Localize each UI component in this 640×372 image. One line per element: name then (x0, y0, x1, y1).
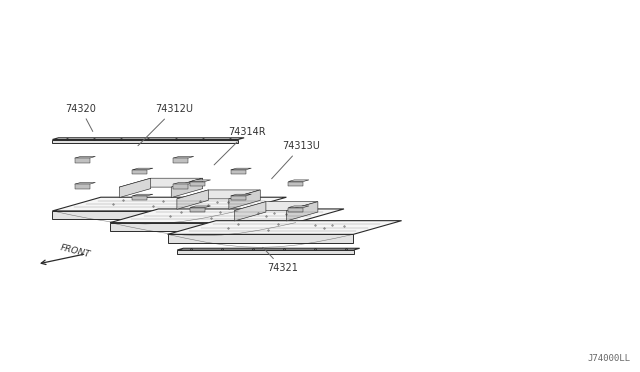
Polygon shape (234, 202, 318, 211)
Polygon shape (75, 157, 95, 158)
Text: FRONT: FRONT (60, 243, 92, 259)
Polygon shape (190, 206, 211, 208)
Polygon shape (190, 180, 211, 182)
Polygon shape (234, 202, 266, 221)
Polygon shape (173, 158, 188, 163)
Polygon shape (52, 211, 238, 219)
Polygon shape (75, 183, 95, 184)
Polygon shape (168, 221, 401, 234)
Polygon shape (288, 208, 303, 212)
Polygon shape (231, 196, 246, 200)
Polygon shape (288, 180, 309, 182)
Polygon shape (177, 190, 208, 209)
Text: 74320: 74320 (65, 103, 96, 131)
Polygon shape (119, 178, 203, 187)
Polygon shape (287, 202, 318, 221)
Polygon shape (177, 248, 360, 250)
Polygon shape (132, 194, 153, 196)
Polygon shape (288, 182, 303, 186)
Polygon shape (231, 194, 252, 196)
Polygon shape (75, 158, 90, 163)
Polygon shape (173, 183, 194, 184)
Polygon shape (190, 208, 205, 212)
Text: 74314R: 74314R (214, 127, 266, 165)
Polygon shape (52, 140, 238, 143)
Polygon shape (110, 222, 296, 231)
Polygon shape (172, 178, 203, 198)
Polygon shape (75, 184, 90, 189)
Polygon shape (119, 178, 150, 198)
Polygon shape (231, 170, 246, 174)
Polygon shape (190, 182, 205, 186)
Polygon shape (231, 168, 252, 170)
Text: 74313U: 74313U (271, 141, 321, 179)
Text: J74000LL: J74000LL (588, 354, 630, 363)
Polygon shape (177, 250, 354, 254)
Polygon shape (132, 196, 147, 200)
Text: 74321: 74321 (262, 247, 298, 273)
Polygon shape (132, 170, 147, 174)
Polygon shape (177, 190, 260, 199)
Polygon shape (173, 184, 188, 189)
Polygon shape (110, 209, 344, 222)
Polygon shape (168, 234, 353, 243)
Polygon shape (52, 138, 244, 140)
Polygon shape (173, 157, 194, 158)
Polygon shape (52, 197, 286, 211)
Polygon shape (229, 190, 260, 209)
Polygon shape (288, 206, 309, 208)
Text: 74312U: 74312U (138, 104, 193, 146)
Polygon shape (132, 168, 153, 170)
